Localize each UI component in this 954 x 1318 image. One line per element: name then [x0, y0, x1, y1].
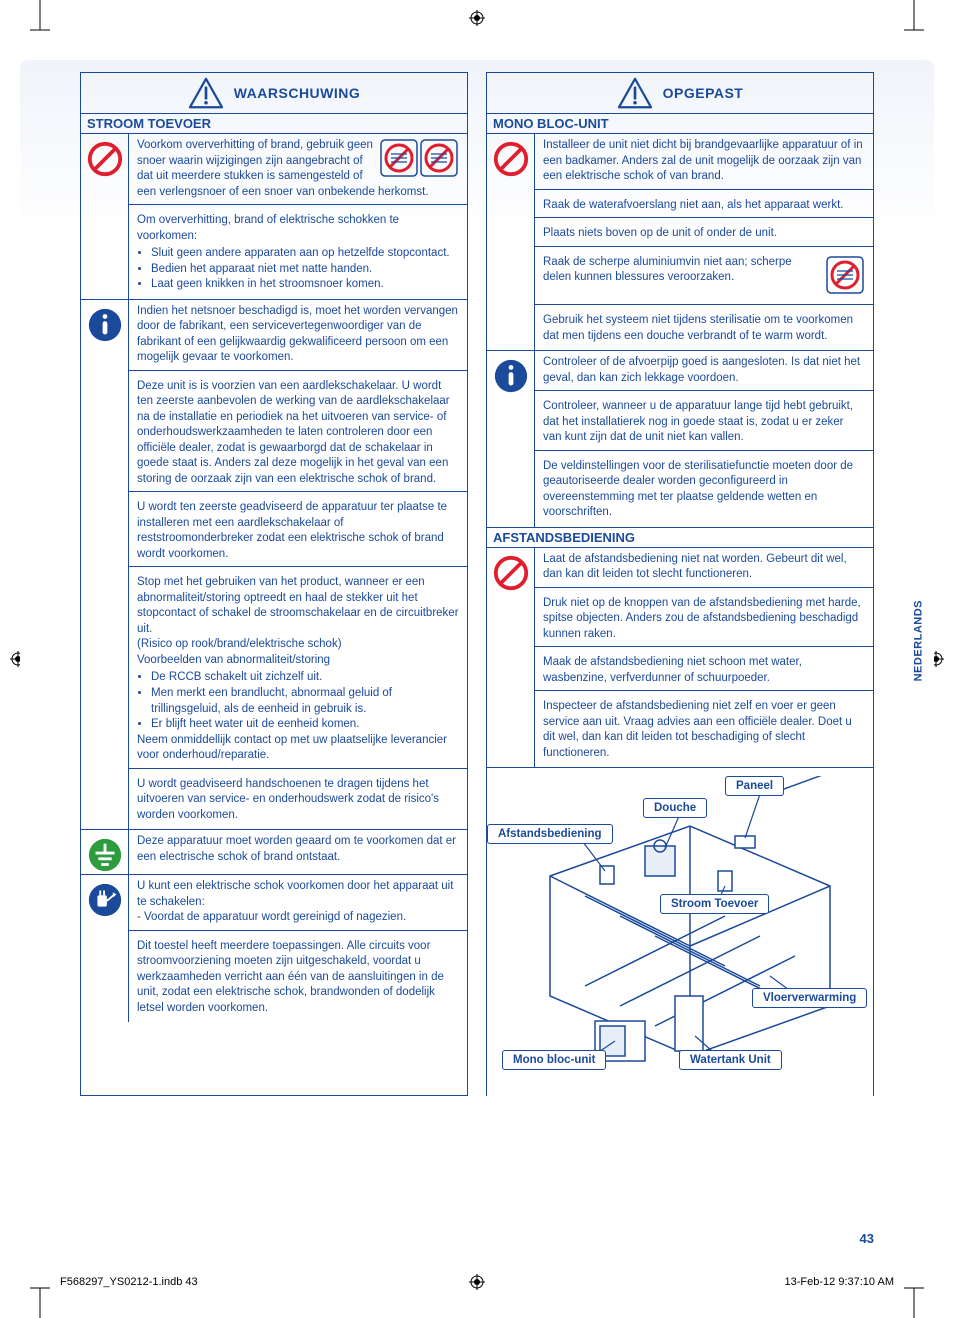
- caution-header: OPGEPAST: [487, 73, 873, 114]
- page-content: NEDERLANDS WAARSCHUWING STROOM TOEVOER V…: [20, 60, 934, 1258]
- label-stroom-toevoer: Stroom Toevoer: [660, 894, 769, 914]
- warning-text: Inspecteer de afstandsbediening niet zel…: [535, 695, 873, 767]
- bullet-item: Bedien het apparaat niet met natte hande…: [151, 262, 459, 278]
- warning-text: Stop met het gebruiken van het product, …: [129, 571, 467, 768]
- warning-text: Plaats niets boven op de unit of onder d…: [535, 222, 873, 247]
- footer-timestamp: 13-Feb-12 9:37:10 AM: [785, 1276, 894, 1288]
- caution-header-text: OPGEPAST: [663, 85, 744, 101]
- warning-item-row: Voorkom oververhitting of brand, gebruik…: [81, 134, 467, 300]
- icon-cell: [81, 875, 129, 1022]
- warning-text: U wordt ten zeerste geadviseerd de appar…: [129, 496, 467, 567]
- prohibit-icon: [86, 140, 124, 178]
- warning-item-row: Installeer de unit niet dicht bij brandg…: [487, 134, 873, 351]
- prohibit-icon: [492, 140, 530, 178]
- installation-diagram: Paneel Douche Afstandsbediening Stroom T…: [487, 776, 873, 1096]
- warning-item-row: Indien het netsnoer beschadigd is, moet …: [81, 300, 467, 830]
- registration-mark-icon: [469, 10, 485, 26]
- info-icon: [492, 357, 530, 395]
- label-mono-bloc: Mono bloc-unit: [502, 1050, 606, 1070]
- warning-text: U kunt een elektrische schok voorkomen d…: [129, 875, 467, 931]
- warning-header-text: WAARSCHUWING: [234, 85, 361, 101]
- bullet-item: De RCCB schakelt uit zichzelf uit.: [151, 670, 459, 686]
- warning-triangle-icon: [188, 77, 224, 109]
- label-vloerverwarming: Vloerverwarming: [752, 988, 867, 1008]
- crop-mark-icon: [904, 1278, 924, 1318]
- bullet-item: Men merkt een brandlucht, abnormaal gelu…: [151, 686, 459, 717]
- warning-text: De veldinstellingen voor de sterilisatie…: [535, 455, 873, 527]
- label-paneel: Paneel: [725, 776, 784, 796]
- warning-text: Raak de scherpe aluminiumvin niet aan; s…: [535, 251, 873, 306]
- prohibit-icon: [492, 554, 530, 592]
- crop-mark-icon: [30, 1278, 50, 1318]
- warning-text: Om oververhitting, brand of elektrische …: [129, 209, 467, 299]
- unplug-icon: [86, 881, 124, 919]
- warning-text: U wordt geadviseerd handschoenen te drag…: [129, 773, 467, 830]
- warning-column: WAARSCHUWING STROOM TOEVOER Voorkom over…: [80, 72, 468, 1096]
- language-tab: NEDERLANDS: [912, 600, 924, 681]
- label-afstandsbediening: Afstandsbediening: [487, 824, 613, 844]
- warning-item-row: Controleer of de afvoerpijp goed is aang…: [487, 351, 873, 527]
- warning-text: Raak de waterafvoerslang niet aan, als h…: [535, 194, 873, 219]
- warning-text: Controleer of de afvoerpijp goed is aang…: [535, 351, 873, 391]
- warning-text: Maak de afstandsbediening niet schoon me…: [535, 651, 873, 691]
- mono-bloc-title: MONO BLOC-UNIT: [487, 114, 873, 134]
- crop-mark-icon: [904, 0, 924, 40]
- warning-text: Laat de afstandsbediening niet nat worde…: [535, 548, 873, 588]
- warning-text: Indien het netsnoer beschadigd is, moet …: [129, 300, 467, 371]
- afstandsbediening-title: AFSTANDSBEDIENING: [487, 527, 873, 548]
- registration-mark-icon: [469, 1274, 485, 1290]
- icon-cell: [487, 134, 535, 350]
- page-number: 43: [860, 1231, 874, 1246]
- warning-text: Installeer de unit niet dicht bij brandg…: [535, 134, 873, 190]
- bullet-item: Er blijft heet water uit de eenheid kome…: [151, 717, 459, 733]
- warning-text: Deze unit is is voorzien van een aardlek…: [129, 375, 467, 493]
- warning-text: Voorkom oververhitting of brand, gebruik…: [129, 134, 467, 205]
- warning-text: Deze apparatuur moet worden geaard om te…: [129, 830, 467, 874]
- footer-filename: F568297_YS0212-1.indb 43: [60, 1276, 198, 1288]
- label-watertank: Watertank Unit: [679, 1050, 782, 1070]
- crop-mark-icon: [30, 0, 50, 40]
- warning-text: Controleer, wanneer u de apparatuur lang…: [535, 395, 873, 451]
- warning-item-row: U kunt een elektrische schok voorkomen d…: [81, 875, 467, 1022]
- ground-icon: [86, 836, 124, 874]
- stroom-toevoer-title: STROOM TOEVOER: [81, 114, 467, 134]
- warning-header: WAARSCHUWING: [81, 73, 467, 114]
- icon-cell: [81, 830, 129, 874]
- label-douche: Douche: [643, 798, 707, 818]
- warning-text: Dit toestel heeft meerdere toepassingen.…: [129, 935, 467, 1023]
- warning-item-row: Deze apparatuur moet worden geaard om te…: [81, 830, 467, 875]
- icon-cell: [81, 300, 129, 829]
- warning-text: Gebruik het systeem niet tijdens sterili…: [535, 309, 873, 350]
- no-extension-icon: [419, 138, 459, 178]
- warning-item-row: Laat de afstandsbediening niet nat worde…: [487, 548, 873, 768]
- caution-column: OPGEPAST MONO BLOC-UNIT Installeer de un…: [486, 72, 874, 1096]
- info-icon: [86, 306, 124, 344]
- bullet-item: Sluit geen andere apparaten aan op hetze…: [151, 246, 459, 262]
- caution-triangle-icon: [617, 77, 653, 109]
- icon-cell: [487, 351, 535, 527]
- icon-cell: [487, 548, 535, 768]
- no-modify-icon: [379, 138, 419, 178]
- icon-cell: [81, 134, 129, 299]
- bullet-item: Laat geen knikken in het stroomsnoer kom…: [151, 277, 459, 293]
- no-touch-fin-icon: [825, 255, 865, 295]
- warning-text: Druk niet op de knoppen van de afstandsb…: [535, 592, 873, 648]
